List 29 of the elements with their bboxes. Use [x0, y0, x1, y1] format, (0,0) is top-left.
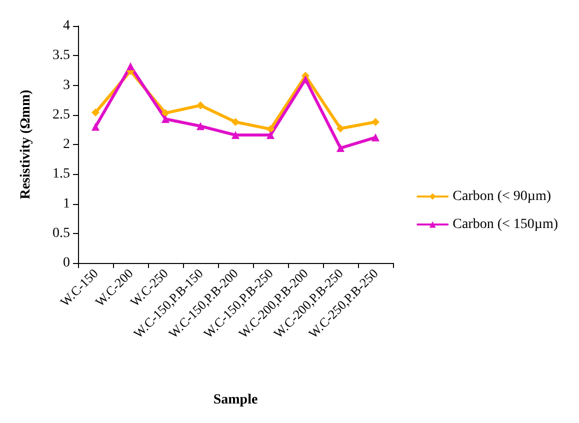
y-tick-label: 0.5: [52, 226, 70, 241]
point: [302, 75, 310, 84]
y-tick-label: 0: [63, 256, 70, 270]
point: [232, 118, 240, 126]
point: [266, 131, 274, 140]
point: [232, 131, 240, 140]
y-tick-label: 2.5: [52, 107, 70, 122]
y-tick-label: 3: [63, 78, 70, 93]
point: [162, 115, 170, 124]
point: [92, 108, 100, 117]
point: [266, 125, 274, 134]
legend-label: Carbon (< 90µm): [452, 189, 552, 204]
point: [336, 144, 344, 152]
point: [162, 109, 170, 118]
legend-label: Carbon (< 150µm): [452, 217, 558, 232]
point: [372, 118, 380, 126]
y-tick-label: 4: [63, 18, 70, 34]
y-tick-label: 3.5: [52, 48, 70, 64]
point: [372, 133, 380, 142]
y-axis-title: Resistivity (Ωmm): [18, 89, 34, 200]
point: [336, 124, 344, 133]
point: [92, 122, 100, 131]
y-tick-label: 1.5: [52, 166, 70, 182]
y-tick-label: 1: [63, 196, 70, 212]
point: [126, 62, 134, 70]
point: [196, 101, 204, 110]
x-axis-title: Sample: [213, 392, 258, 408]
point: [196, 122, 204, 130]
y-tick-label: 2: [63, 137, 70, 152]
